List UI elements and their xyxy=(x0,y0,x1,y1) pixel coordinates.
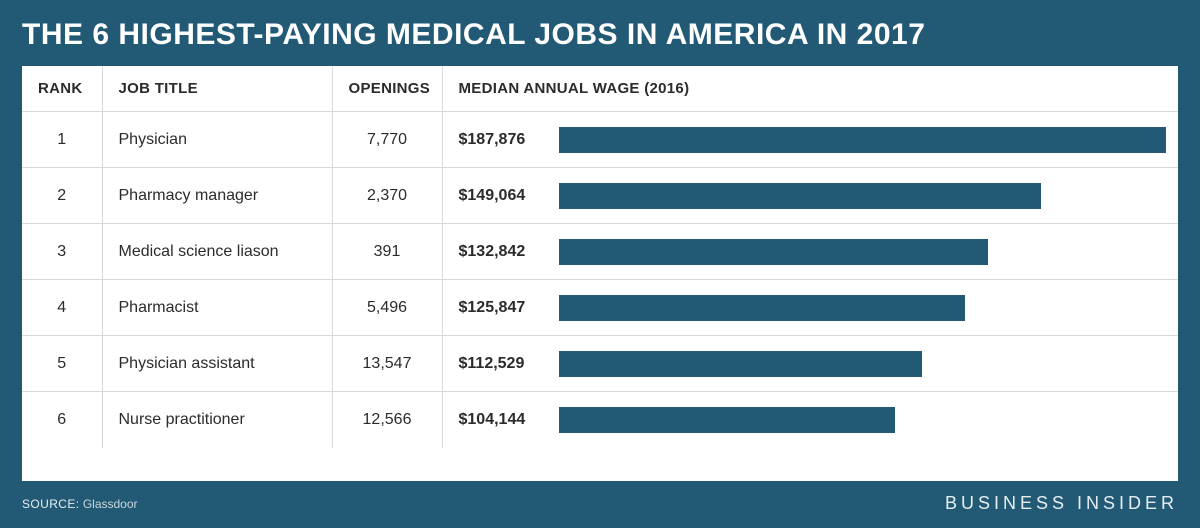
table-header-row: RANK JOB TITLE OPENINGS MEDIAN ANNUAL WA… xyxy=(22,66,1178,112)
source: SOURCE: Glassdoor xyxy=(22,497,138,511)
source-label: SOURCE: xyxy=(22,497,79,511)
wage-bar xyxy=(559,295,966,321)
wage-bar xyxy=(559,239,989,265)
openings-cell: 7,770 xyxy=(332,112,442,168)
col-job: JOB TITLE xyxy=(102,66,332,112)
job-cell: Medical science liason xyxy=(102,224,332,280)
rank-cell: 2 xyxy=(22,168,102,224)
wage-cell: $149,064 xyxy=(442,168,1178,224)
wage-cell: $112,529 xyxy=(442,336,1178,392)
table-row: 3Medical science liason391 $132,842 xyxy=(22,224,1178,280)
infographic-container: THE 6 HIGHEST-PAYING MEDICAL JOBS IN AME… xyxy=(0,0,1200,528)
wage-value: $149,064 xyxy=(459,187,545,205)
bar-track xyxy=(559,239,1167,265)
openings-cell: 2,370 xyxy=(332,168,442,224)
wage-value: $187,876 xyxy=(459,131,545,149)
footer: SOURCE: Glassdoor BUSINESS INSIDER xyxy=(22,481,1178,514)
wage-value: $104,144 xyxy=(459,411,545,429)
wage-bar xyxy=(559,351,923,377)
rank-cell: 1 xyxy=(22,112,102,168)
job-cell: Pharmacist xyxy=(102,280,332,336)
source-name: Glassdoor xyxy=(83,497,138,511)
job-cell: Nurse practitioner xyxy=(102,392,332,448)
bar-track xyxy=(559,295,1167,321)
job-cell: Physician xyxy=(102,112,332,168)
table-row: 5Physician assistant13,547 $112,529 xyxy=(22,336,1178,392)
bar-track xyxy=(559,127,1167,153)
brand-logo: BUSINESS INSIDER xyxy=(945,493,1178,514)
bar-track xyxy=(559,183,1167,209)
table-row: 6Nurse practitioner12,566 $104,144 xyxy=(22,392,1178,448)
col-rank: RANK xyxy=(22,66,102,112)
table-row: 1Physician7,770 $187,876 xyxy=(22,112,1178,168)
wage-value: $132,842 xyxy=(459,243,545,261)
col-wage: MEDIAN ANNUAL WAGE (2016) xyxy=(442,66,1178,112)
openings-cell: 391 xyxy=(332,224,442,280)
wage-bar xyxy=(559,127,1167,153)
table-row: 2Pharmacy manager2,370 $149,064 xyxy=(22,168,1178,224)
wage-cell: $104,144 xyxy=(442,392,1178,448)
wage-cell: $187,876 xyxy=(442,112,1178,168)
wage-value: $125,847 xyxy=(459,299,545,317)
page-title: THE 6 HIGHEST-PAYING MEDICAL JOBS IN AME… xyxy=(22,18,1178,52)
rank-cell: 6 xyxy=(22,392,102,448)
job-cell: Physician assistant xyxy=(102,336,332,392)
openings-cell: 5,496 xyxy=(332,280,442,336)
job-cell: Pharmacy manager xyxy=(102,168,332,224)
jobs-table: RANK JOB TITLE OPENINGS MEDIAN ANNUAL WA… xyxy=(22,66,1178,448)
table-row: 4Pharmacist5,496 $125,847 xyxy=(22,280,1178,336)
table-wrap: RANK JOB TITLE OPENINGS MEDIAN ANNUAL WA… xyxy=(22,66,1178,481)
wage-bar xyxy=(559,407,896,433)
bar-track xyxy=(559,407,1167,433)
wage-bar xyxy=(559,183,1041,209)
wage-cell: $132,842 xyxy=(442,224,1178,280)
rank-cell: 3 xyxy=(22,224,102,280)
bar-track xyxy=(559,351,1167,377)
rank-cell: 4 xyxy=(22,280,102,336)
wage-value: $112,529 xyxy=(459,355,545,373)
openings-cell: 12,566 xyxy=(332,392,442,448)
openings-cell: 13,547 xyxy=(332,336,442,392)
col-openings: OPENINGS xyxy=(332,66,442,112)
rank-cell: 5 xyxy=(22,336,102,392)
wage-cell: $125,847 xyxy=(442,280,1178,336)
